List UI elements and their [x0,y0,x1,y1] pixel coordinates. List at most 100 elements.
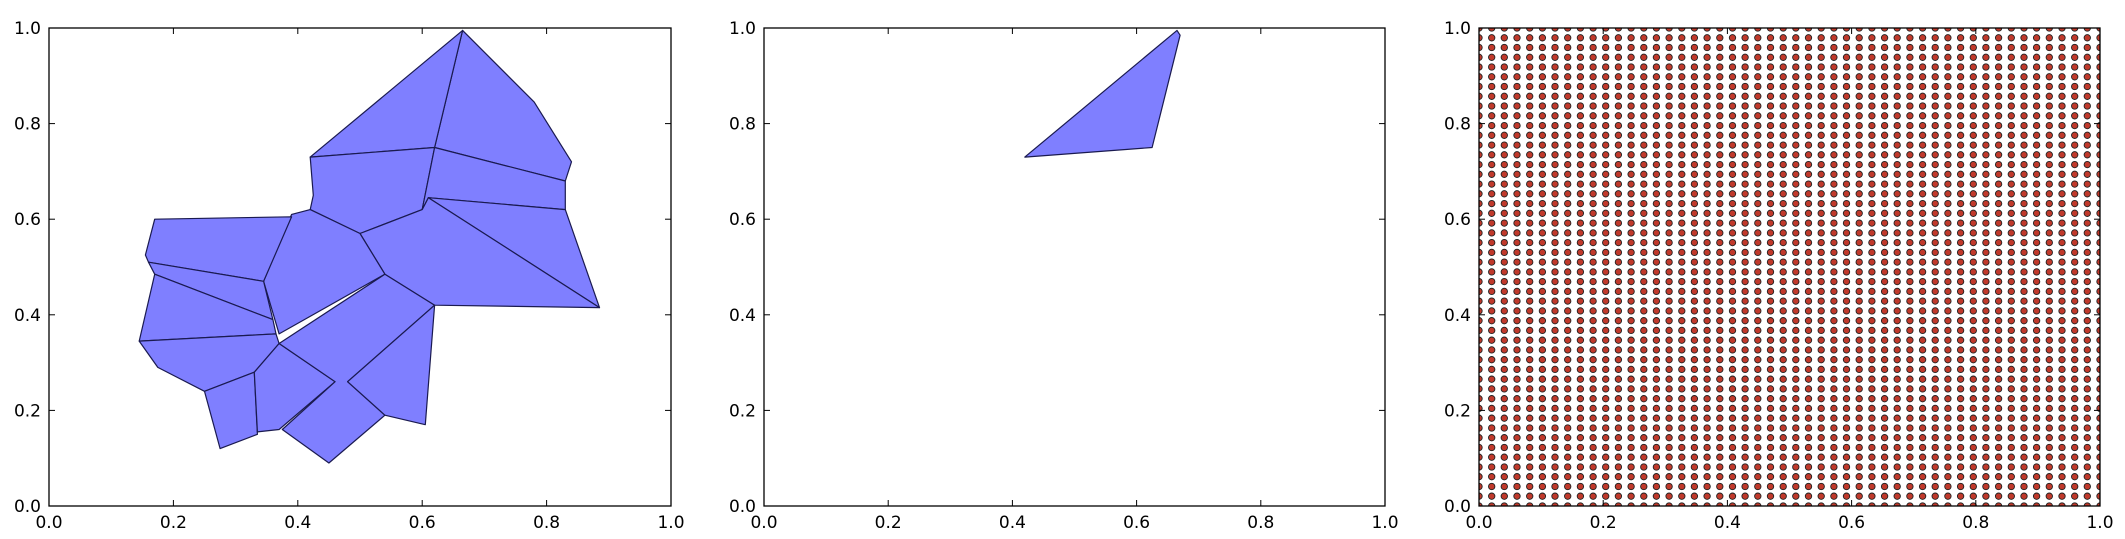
scatter-point [1792,453,1800,461]
scatter-point [2007,463,2015,471]
scatter-point [1564,219,1572,227]
scatter-point [1741,131,1749,139]
scatter-point [1614,219,1623,227]
scatter-point [2020,356,2028,364]
scatter-point [1956,190,1965,198]
scatter-point [1931,112,1939,120]
scatter-point [1614,365,1623,374]
scatter-point [2058,277,2066,286]
scatter-point [1602,190,1610,198]
scatter-point [2020,180,2028,188]
scatter-point [1804,28,1813,32]
scatter-point [1640,92,1648,100]
scatter-point [1576,336,1585,344]
scatter-point [1589,112,1597,120]
scatter-point [1526,277,1534,286]
scatter-point [1678,326,1686,335]
scatter-point [1500,463,1508,471]
scatter-point [1716,248,1724,257]
y-tick-label: 0.0 [14,497,41,517]
scatter-point [1551,229,1559,237]
scatter-point [2096,482,2100,491]
scatter-point [1855,492,1863,500]
scatter-point [1551,268,1559,276]
scatter-point [2083,151,2091,159]
scatter-point [1969,141,1977,149]
scatter-point [1918,307,1927,315]
subplot-3: 0.0 0.2 0.4 0.6 0.8 1.00.00.20.40.60.81.0 [1444,19,2114,533]
scatter-point [1766,92,1775,100]
scatter-point [2058,307,2066,315]
scatter-point [1792,463,1800,471]
scatter-point [1576,258,1585,266]
scatter-point [1576,151,1585,159]
scatter-point [1589,180,1597,188]
scatter-point [1538,287,1547,296]
scatter-point [2058,102,2066,110]
scatter-point [2032,141,2041,149]
scatter-point [1766,258,1775,266]
scatter-point [1893,404,1901,413]
scatter-point [1906,297,1914,305]
scatter-point [1969,43,1977,52]
scatter-point [1804,229,1813,237]
scatter-point [1982,180,1990,188]
scatter-point [1779,297,1787,305]
scatter-point [2007,404,2015,413]
scatter-point [1842,190,1851,198]
scatter-point [2045,482,2053,491]
scatter-point [2032,170,2041,178]
scatter-point [1969,121,1977,130]
y-tick-label: 1.0 [14,19,41,39]
scatter-point [1538,482,1547,491]
scatter-point [1982,346,1990,354]
scatter-point [1893,492,1901,500]
scatter-point [1703,443,1711,452]
scatter-point [2096,82,2100,91]
scatter-point [1716,151,1724,159]
scatter-point [1488,219,1496,227]
scatter-point [1792,229,1800,237]
scatter-point [1982,102,1990,110]
scatter-point [1538,424,1547,432]
scatter-point [1779,102,1787,110]
scatter-point [1893,443,1901,452]
scatter-point [1728,112,1737,120]
scatter-point [1589,492,1597,500]
scatter-point [2020,404,2028,413]
scatter-point [1488,170,1496,178]
y-tick-label: 0.6 [14,210,41,230]
scatter-point [1994,190,2003,198]
scatter-point [1703,141,1711,149]
scatter-point [2096,268,2100,276]
scatter-point [1956,43,1965,52]
scatter-point [1804,92,1813,100]
scatter-point [2083,365,2091,374]
scatter-point [1576,121,1585,130]
scatter-point [1690,238,1699,247]
scatter-point [1576,92,1585,100]
scatter-point [1627,141,1635,149]
x-tick-label: 1.0 [2086,513,2113,533]
scatter-point [1754,199,1762,208]
scatter-point [1627,28,1635,32]
scatter-point [1918,434,1927,442]
scatter-point [1982,492,1990,500]
scatter-point [2058,34,2066,42]
scatter-point [1994,395,2003,403]
scatter-point [1855,238,1863,247]
scatter-point [1893,151,1901,159]
scatter-point [1526,453,1534,461]
scatter-point [1665,385,1673,393]
scatter-point [1931,453,1939,461]
scatter-point [1513,336,1521,344]
scatter-point [2083,219,2091,227]
scatter-point [1817,307,1825,315]
scatter-point [1817,414,1825,422]
scatter-point [1526,473,1534,481]
scatter-point [2032,160,2041,169]
scatter-point [1893,482,1901,491]
y-tick-label: 0.0 [729,497,756,517]
scatter-point [2032,112,2041,120]
scatter-point [1804,463,1813,471]
